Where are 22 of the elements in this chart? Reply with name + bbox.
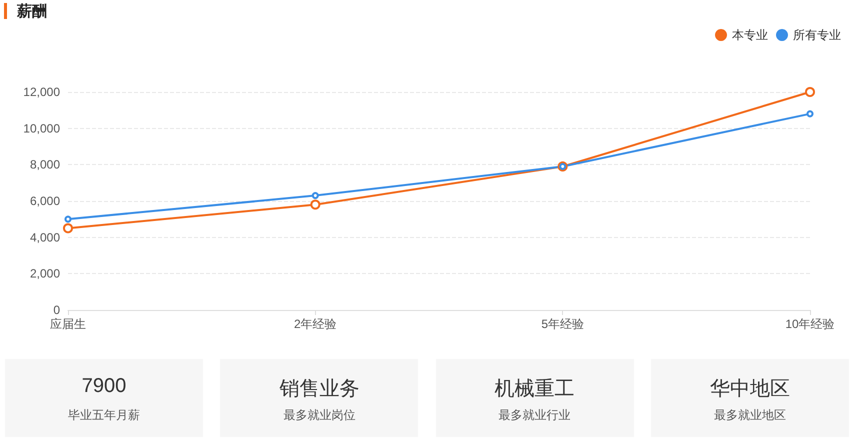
text: 最多就业岗位 <box>282 407 356 424</box>
y-tick-label: 6,000 <box>30 194 60 208</box>
text: 最多就业行业 <box>498 407 572 424</box>
x-tick-label: 10年经验 <box>785 317 835 331</box>
text: 7900 <box>80 375 128 399</box>
text: 毕业五年月薪 <box>67 407 141 424</box>
legend-label: 所有专业 <box>793 28 841 42</box>
text: 最多就业地区 <box>713 407 787 424</box>
y-tick-label: 8,000 <box>30 158 60 172</box>
x-tick-label: 5年经验 <box>541 317 584 331</box>
y-tick-label: 2,000 <box>30 266 60 281</box>
legend-label: 本专业 <box>732 28 768 42</box>
y-tick-label: 10,000 <box>23 121 60 136</box>
chart-title: 薪酬 <box>17 2 47 20</box>
text: 华中地区 <box>709 377 791 401</box>
x-tick-label: 2年经验 <box>294 317 337 331</box>
y-tick-label: 12,000 <box>23 85 60 99</box>
y-tick-label: 4,000 <box>30 230 60 244</box>
x-tick-label: 应届生 <box>50 317 86 331</box>
y-tick-label: 0 <box>53 303 60 317</box>
text: 销售业务 <box>278 377 360 401</box>
text: 机械重工 <box>494 377 576 401</box>
